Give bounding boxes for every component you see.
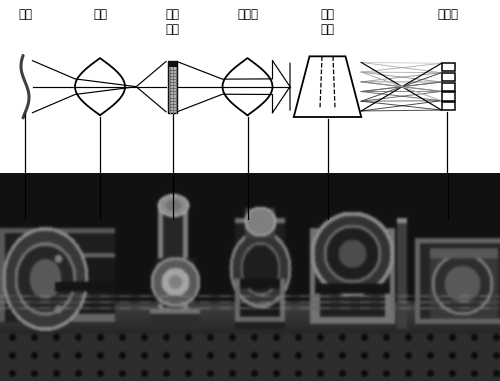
- Text: 中继镜: 中继镜: [237, 8, 258, 21]
- Bar: [442, 92, 456, 101]
- Bar: [168, 61, 177, 113]
- Bar: [442, 102, 456, 110]
- Text: 编码
孔径: 编码 孔径: [166, 8, 179, 36]
- Text: 物镜: 物镜: [93, 8, 107, 21]
- Bar: [168, 61, 177, 67]
- Bar: [442, 73, 456, 81]
- Text: 色散
棱镜: 色散 棱镜: [320, 8, 334, 36]
- Text: 场景: 场景: [18, 8, 32, 21]
- Bar: [442, 63, 456, 71]
- Bar: [442, 83, 456, 91]
- Text: 检测器: 检测器: [437, 8, 458, 21]
